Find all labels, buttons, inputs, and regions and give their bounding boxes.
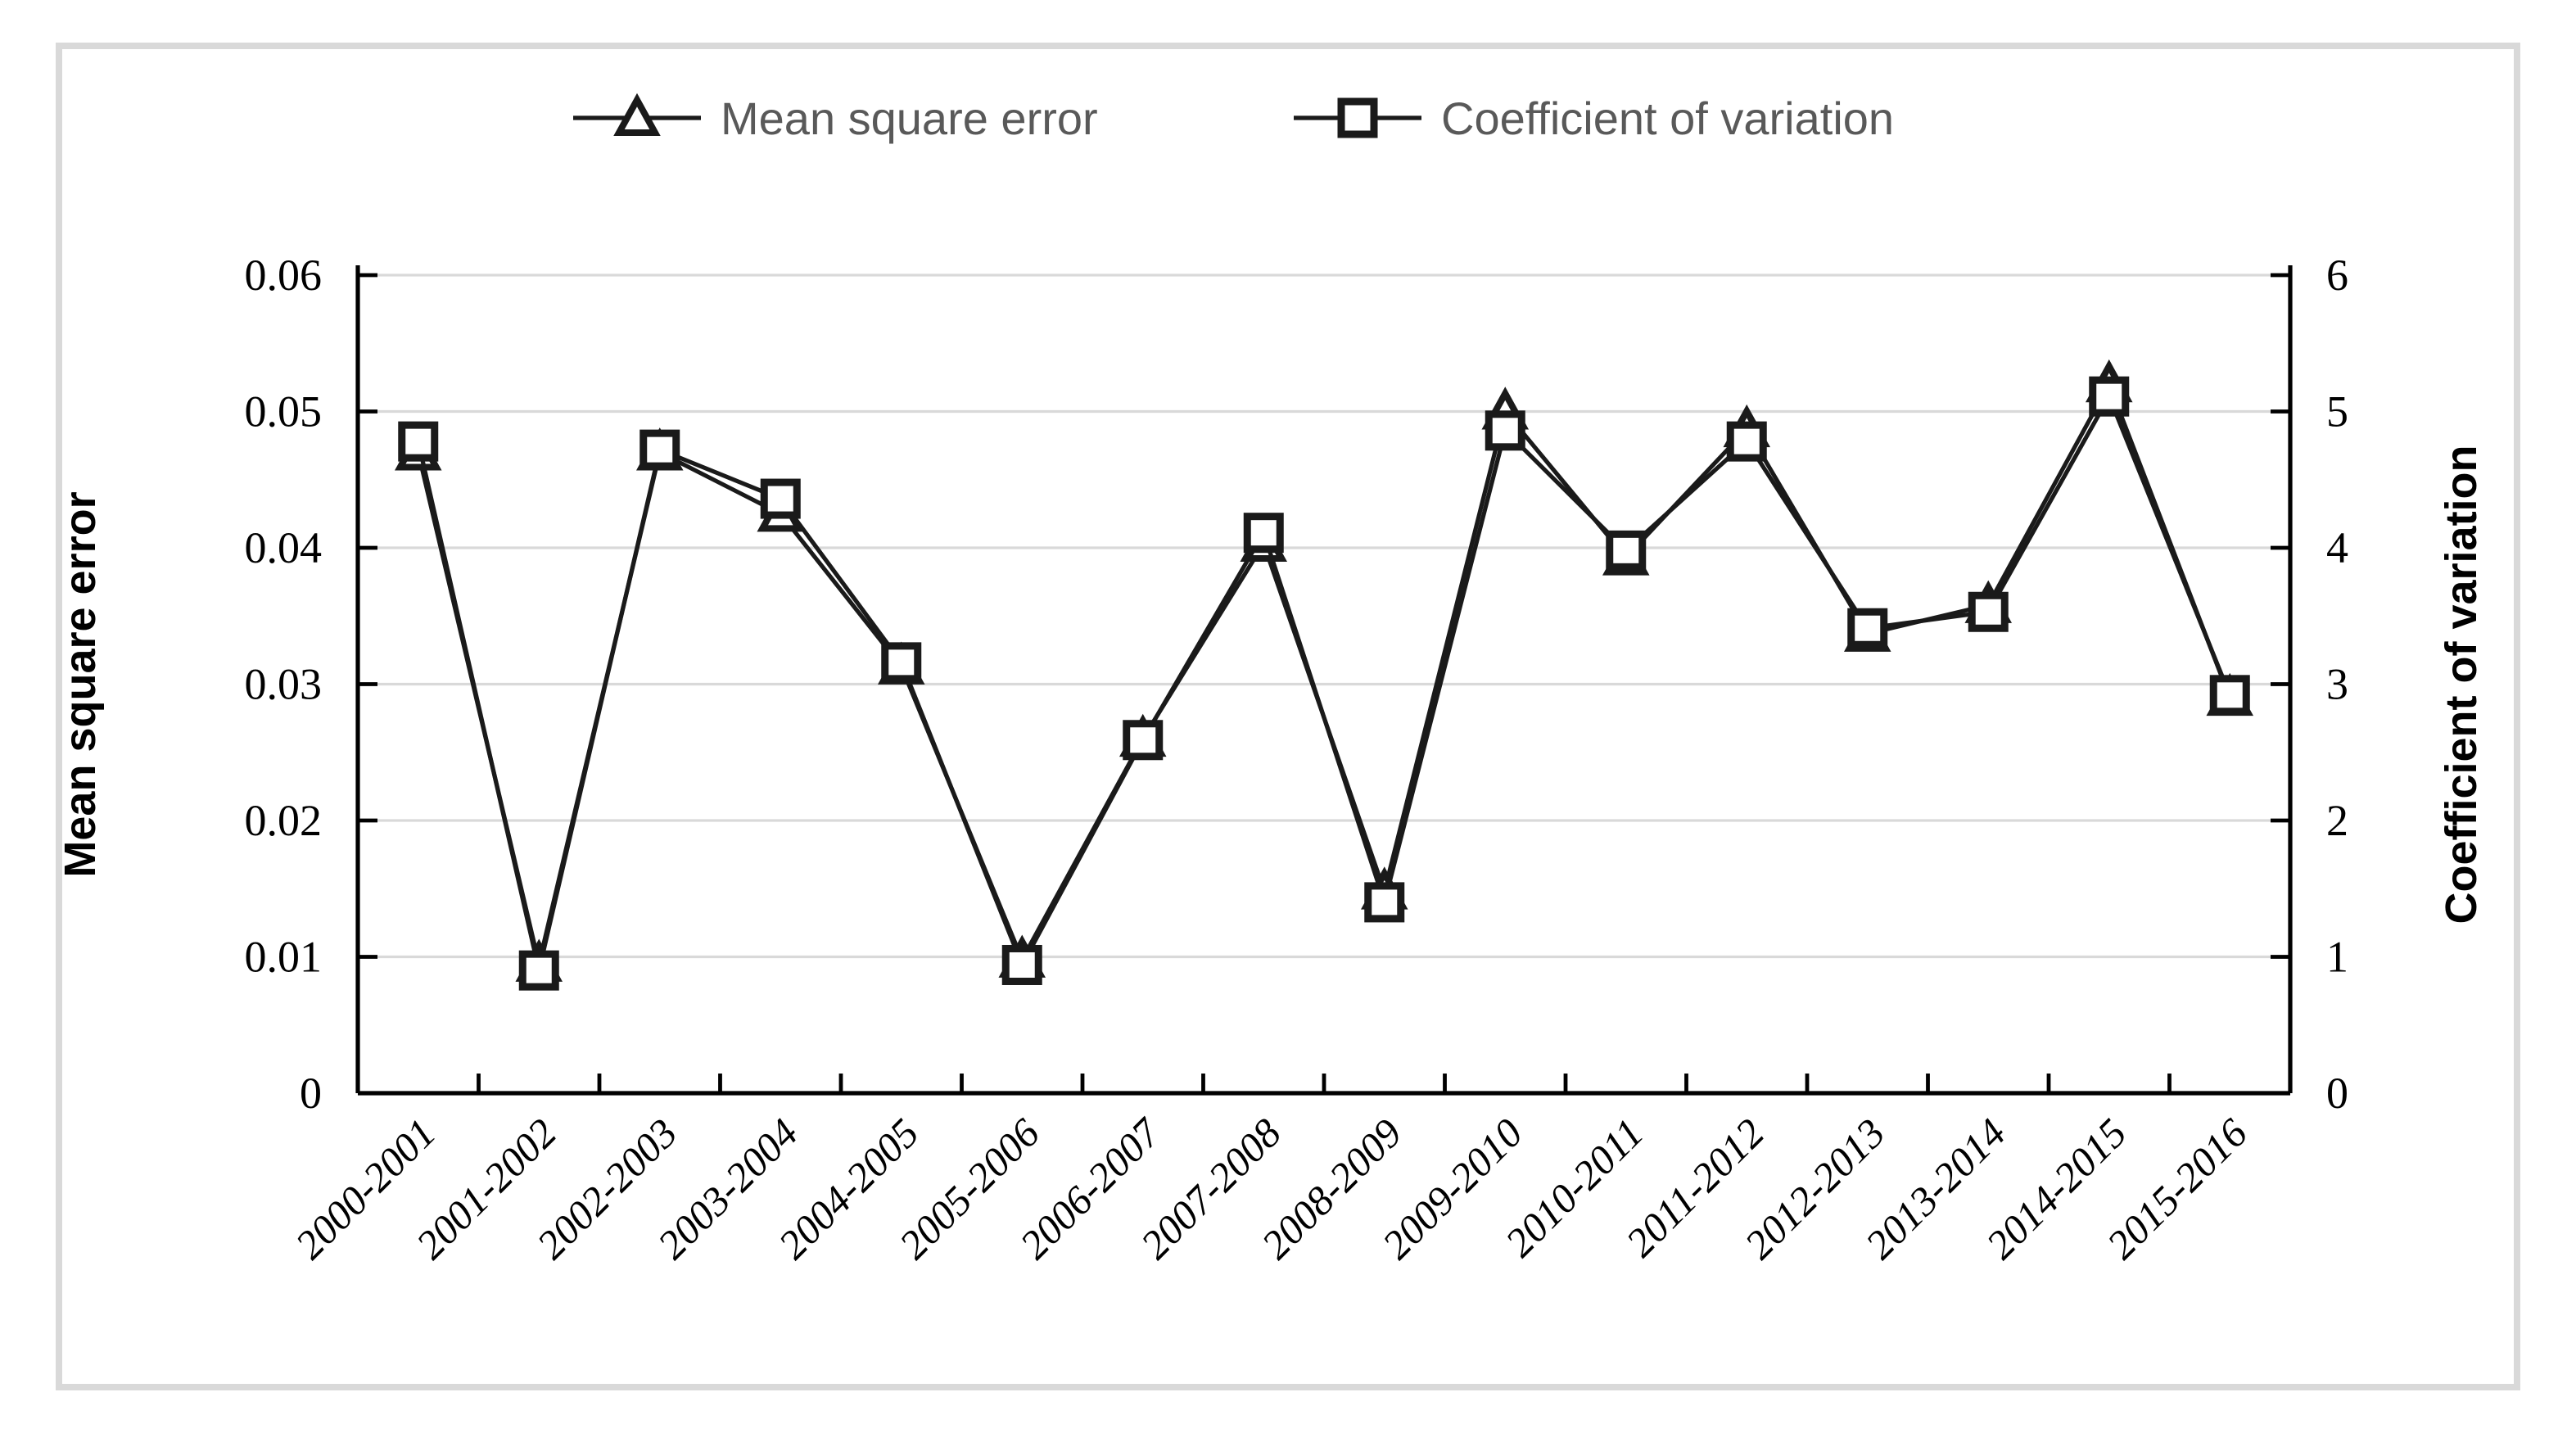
right-axis-title: Coefficient of variation — [2437, 445, 2486, 924]
left-axis-title: Mean square error — [56, 491, 105, 877]
cv-square-marker — [881, 642, 922, 683]
mse-series-line — [416, 379, 2232, 965]
legend-item-mean-square-error: Mean square error — [573, 93, 1098, 144]
cv-square-marker — [1243, 513, 1284, 554]
cv-square-marker — [639, 429, 680, 470]
left-tick-label: 0 — [300, 1069, 322, 1118]
cv-square-marker — [1485, 410, 1525, 451]
cv-square-marker — [2209, 675, 2250, 716]
right-tick-label: 3 — [2326, 660, 2348, 709]
cv-square-marker — [518, 950, 559, 991]
left-tick-label: 0.01 — [245, 933, 323, 982]
square-marker-icon — [1337, 97, 1378, 138]
cv-square-marker — [1726, 421, 1767, 462]
triangle-marker-icon — [613, 93, 661, 136]
right-tick-label: 0 — [2326, 1069, 2348, 1118]
cv-square-marker — [1606, 530, 1647, 571]
legend-item-coefficient-of-variation: Coefficient of variation — [1294, 93, 1894, 144]
tick-labels: 00.010.020.030.040.050.0601234562000-200… — [245, 251, 2349, 1268]
cv-square-marker — [1847, 608, 1888, 649]
axes — [355, 265, 2293, 1096]
legend: Mean square error Coefficient of variati… — [573, 93, 1894, 144]
chart-frame-border — [56, 43, 2520, 1390]
right-tick-label: 4 — [2326, 523, 2348, 572]
cv-square-marker — [760, 478, 801, 519]
left-tick-label: 0.05 — [245, 387, 323, 436]
cv-square-marker — [398, 421, 439, 462]
left-tick-label: 0.02 — [245, 796, 323, 845]
left-tick-label: 0.03 — [245, 660, 323, 709]
gridlines — [358, 273, 2290, 959]
cv-square-marker — [1364, 882, 1405, 923]
legend-label-mse: Mean square error — [721, 93, 1098, 144]
right-tick-label: 6 — [2326, 251, 2348, 300]
cv-square-marker — [1123, 720, 1164, 761]
left-tick-label: 0.04 — [245, 523, 323, 572]
left-tick-label: 0.06 — [245, 251, 323, 300]
legend-label-cv: Coefficient of variation — [1441, 93, 1894, 144]
cv-square-marker — [1001, 944, 1042, 985]
cv-series-line — [416, 391, 2232, 971]
right-tick-label: 2 — [2326, 796, 2348, 845]
right-tick-label: 5 — [2326, 387, 2348, 436]
cv-square-marker — [2089, 376, 2130, 417]
data-series — [394, 359, 2254, 991]
right-tick-label: 1 — [2326, 933, 2348, 982]
cv-square-marker — [1968, 591, 2009, 632]
